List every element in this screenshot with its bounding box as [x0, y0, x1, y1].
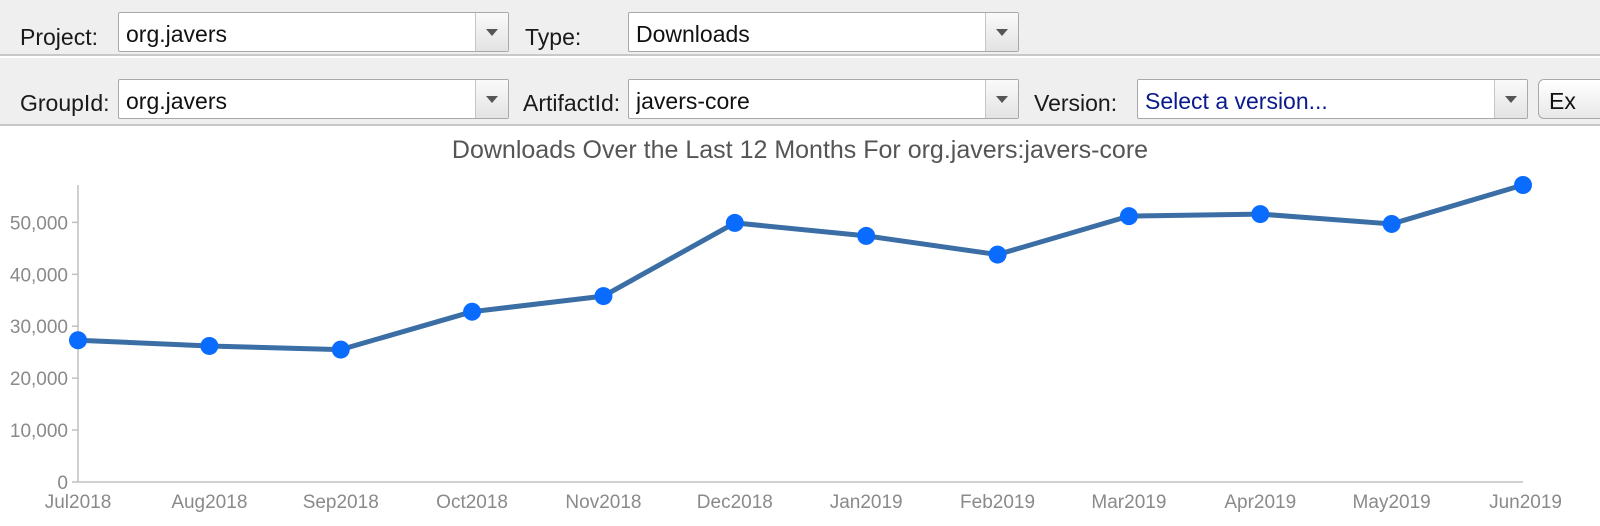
y-tick-label: 50,000 — [10, 213, 68, 234]
series-layer — [69, 176, 1532, 359]
toolbar-row-project: Project: org.javers Type: Downloads — [0, 0, 1600, 56]
export-button-label: Ex — [1549, 88, 1576, 114]
chevron-down-icon — [996, 95, 1008, 103]
x-axis-ticks: Jul2018 Aug2018 Sep2018 Oct2018 Nov2018 Dec20… — [45, 492, 1562, 513]
data-point[interactable] — [200, 336, 219, 355]
data-point[interactable] — [463, 302, 482, 321]
data-point[interactable] — [1119, 207, 1138, 226]
y-tick-label: 20,000 — [10, 369, 68, 390]
version-select-placeholder: Select a version... — [1145, 88, 1328, 114]
x-tick-label: Jul2018 — [45, 492, 112, 513]
y-tick-label: 10,000 — [10, 421, 68, 442]
x-tick-label: Apr2019 — [1224, 492, 1296, 513]
version-dropdown-button[interactable] — [1494, 80, 1527, 118]
x-tick-label: Dec2018 — [697, 492, 773, 513]
x-tick-label: Aug2018 — [171, 492, 247, 513]
groupid-select[interactable]: org.javers — [118, 79, 509, 119]
y-tick-label: 30,000 — [10, 317, 68, 338]
x-tick-label: Jan2019 — [830, 492, 903, 513]
data-point[interactable] — [1251, 205, 1270, 224]
artifactid-label: ArtifactId: — [523, 90, 621, 116]
data-point[interactable] — [594, 287, 613, 306]
chevron-down-icon — [996, 28, 1008, 36]
x-tick-label: May2019 — [1353, 492, 1431, 513]
artifactid-dropdown-button[interactable] — [985, 80, 1018, 118]
x-tick-label: Nov2018 — [565, 492, 641, 513]
export-button[interactable]: Ex — [1538, 79, 1600, 119]
version-select[interactable]: Select a version... — [1137, 79, 1528, 119]
type-select-value: Downloads — [636, 21, 750, 47]
project-select[interactable]: org.javers — [118, 12, 509, 52]
x-tick-label: Jun2019 — [1489, 492, 1562, 513]
artifactid-select[interactable]: javers-core — [628, 79, 1019, 119]
data-point[interactable] — [69, 331, 87, 350]
artifactid-select-value: javers-core — [636, 88, 750, 114]
x-tick-label: Mar2019 — [1091, 492, 1166, 513]
data-point[interactable] — [988, 245, 1007, 264]
version-label: Version: — [1034, 90, 1118, 116]
chevron-down-icon — [486, 28, 498, 36]
chart-title: Downloads Over the Last 12 Months For or… — [452, 136, 1148, 164]
toolbar-row-artifact: GroupId: org.javers ArtifactId: javers-c… — [0, 58, 1600, 126]
groupid-label: GroupId: — [20, 90, 110, 116]
data-point[interactable] — [725, 213, 744, 232]
data-point[interactable] — [1514, 176, 1532, 194]
data-point[interactable] — [1382, 214, 1401, 233]
groupid-select-value: org.javers — [126, 88, 227, 114]
project-label: Project: — [20, 24, 98, 50]
y-tick-label: 0 — [57, 473, 68, 494]
type-dropdown-button[interactable] — [985, 13, 1018, 51]
project-dropdown-button[interactable] — [475, 13, 508, 51]
x-tick-label: Sep2018 — [303, 492, 379, 513]
chevron-down-icon — [486, 95, 498, 103]
series-line — [75, 182, 1526, 353]
data-point[interactable] — [331, 340, 350, 359]
x-tick-label: Feb2019 — [960, 492, 1035, 513]
groupid-dropdown-button[interactable] — [475, 80, 508, 118]
type-label: Type: — [525, 24, 582, 50]
data-point[interactable] — [857, 226, 876, 245]
downloads-line-chart: Downloads Over the Last 12 Months For or… — [10, 136, 1562, 513]
type-select[interactable]: Downloads — [628, 12, 1019, 52]
project-select-value: org.javers — [126, 21, 227, 47]
y-axis-ticks: 0 10,000 20,000 30,000 40,000 50,000 — [10, 213, 78, 494]
x-tick-label: Oct2018 — [436, 492, 508, 513]
chevron-down-icon — [1505, 95, 1517, 103]
y-tick-label: 40,000 — [10, 265, 68, 286]
